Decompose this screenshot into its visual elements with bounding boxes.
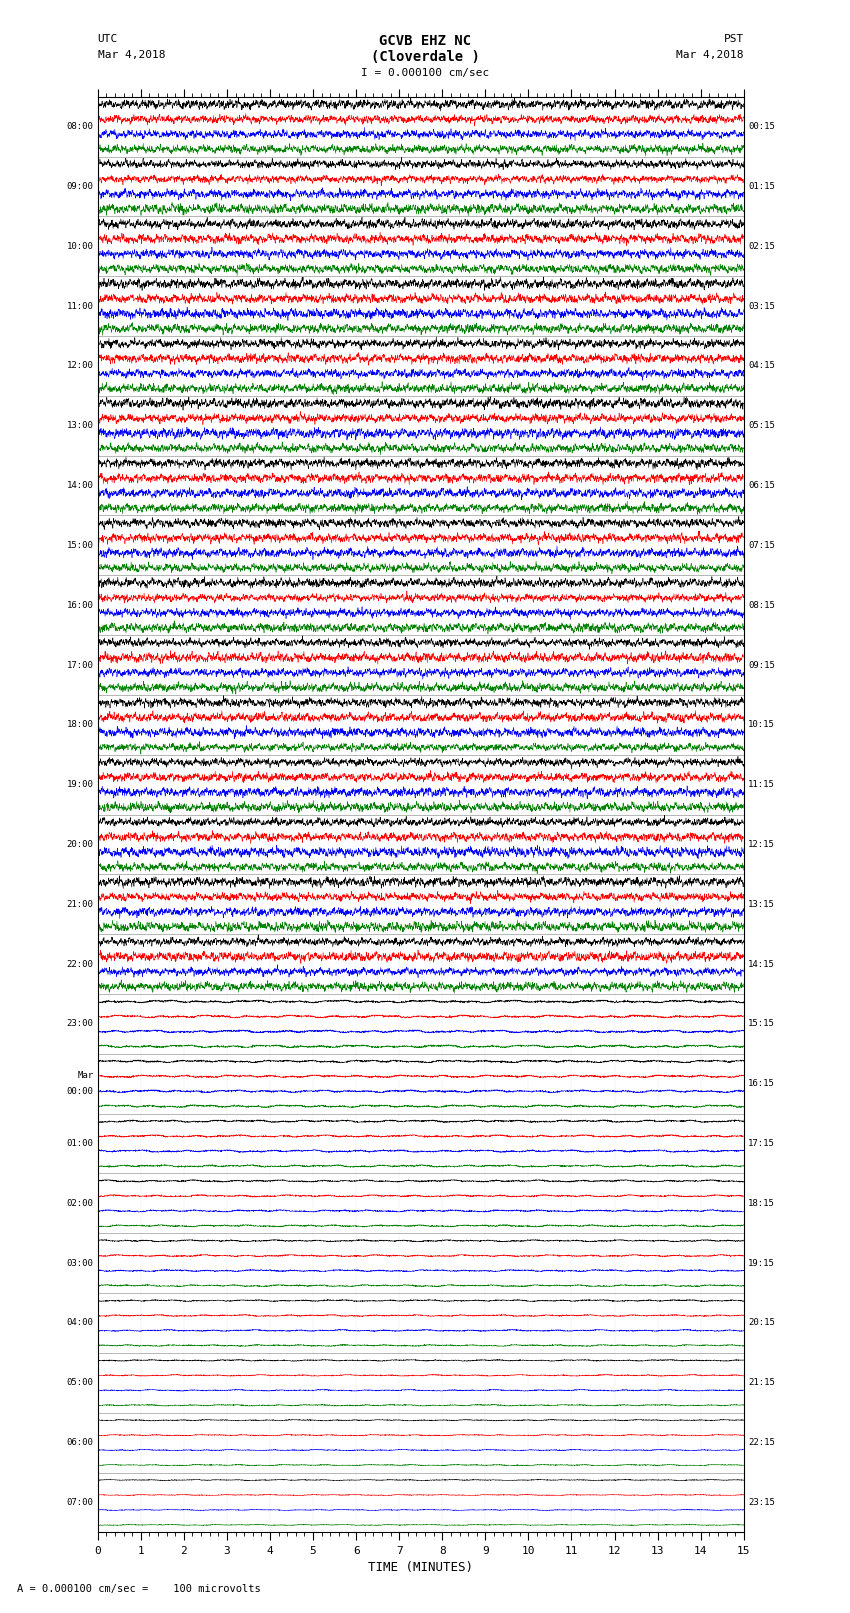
Text: 19:15: 19:15 <box>748 1258 775 1268</box>
Text: Mar 4,2018: Mar 4,2018 <box>677 50 744 60</box>
Text: Mar 4,2018: Mar 4,2018 <box>98 50 165 60</box>
Text: 08:15: 08:15 <box>748 600 775 610</box>
Text: 05:15: 05:15 <box>748 421 775 431</box>
Text: (Cloverdale ): (Cloverdale ) <box>371 50 479 65</box>
Text: I = 0.000100 cm/sec: I = 0.000100 cm/sec <box>361 68 489 77</box>
Text: Mar: Mar <box>77 1071 94 1081</box>
Text: 22:15: 22:15 <box>748 1439 775 1447</box>
Text: 01:00: 01:00 <box>66 1139 94 1148</box>
Text: 04:15: 04:15 <box>748 361 775 371</box>
Text: 09:15: 09:15 <box>748 661 775 669</box>
Text: 11:00: 11:00 <box>66 302 94 311</box>
Text: 21:00: 21:00 <box>66 900 94 908</box>
Text: 10:15: 10:15 <box>748 721 775 729</box>
Text: 23:15: 23:15 <box>748 1498 775 1507</box>
Text: UTC: UTC <box>98 34 118 44</box>
Text: 02:15: 02:15 <box>748 242 775 250</box>
Text: 13:15: 13:15 <box>748 900 775 908</box>
Text: 17:00: 17:00 <box>66 661 94 669</box>
Text: 05:00: 05:00 <box>66 1379 94 1387</box>
Text: 20:15: 20:15 <box>748 1318 775 1327</box>
Text: 21:15: 21:15 <box>748 1379 775 1387</box>
Text: 03:15: 03:15 <box>748 302 775 311</box>
Text: A = 0.000100 cm/sec =    100 microvolts: A = 0.000100 cm/sec = 100 microvolts <box>17 1584 261 1594</box>
Text: 07:00: 07:00 <box>66 1498 94 1507</box>
Text: 18:15: 18:15 <box>748 1198 775 1208</box>
Text: 00:15: 00:15 <box>748 123 775 131</box>
Text: 07:15: 07:15 <box>748 540 775 550</box>
Text: 19:00: 19:00 <box>66 781 94 789</box>
Text: 06:15: 06:15 <box>748 481 775 490</box>
Text: 09:00: 09:00 <box>66 182 94 190</box>
Text: 02:00: 02:00 <box>66 1198 94 1208</box>
Text: 00:00: 00:00 <box>66 1087 94 1097</box>
Text: 11:15: 11:15 <box>748 781 775 789</box>
Text: 16:00: 16:00 <box>66 600 94 610</box>
Text: 12:15: 12:15 <box>748 840 775 848</box>
Text: 15:15: 15:15 <box>748 1019 775 1029</box>
Text: 01:15: 01:15 <box>748 182 775 190</box>
Text: 13:00: 13:00 <box>66 421 94 431</box>
Text: 23:00: 23:00 <box>66 1019 94 1029</box>
Text: 18:00: 18:00 <box>66 721 94 729</box>
Text: 14:00: 14:00 <box>66 481 94 490</box>
Text: PST: PST <box>723 34 744 44</box>
X-axis label: TIME (MINUTES): TIME (MINUTES) <box>368 1561 473 1574</box>
Text: GCVB EHZ NC: GCVB EHZ NC <box>379 34 471 48</box>
Text: 15:00: 15:00 <box>66 540 94 550</box>
Text: 06:00: 06:00 <box>66 1439 94 1447</box>
Text: 04:00: 04:00 <box>66 1318 94 1327</box>
Text: 20:00: 20:00 <box>66 840 94 848</box>
Text: 03:00: 03:00 <box>66 1258 94 1268</box>
Text: 08:00: 08:00 <box>66 123 94 131</box>
Text: 16:15: 16:15 <box>748 1079 775 1089</box>
Text: 14:15: 14:15 <box>748 960 775 968</box>
Text: 10:00: 10:00 <box>66 242 94 250</box>
Text: 12:00: 12:00 <box>66 361 94 371</box>
Text: 17:15: 17:15 <box>748 1139 775 1148</box>
Text: 22:00: 22:00 <box>66 960 94 968</box>
